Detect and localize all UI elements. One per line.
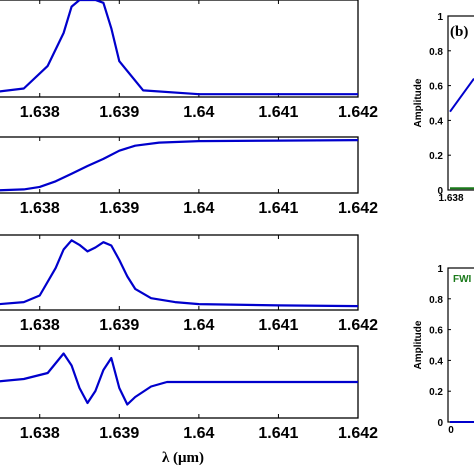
- panel-tag-b: (b): [450, 24, 468, 40]
- y-tick-label: 1: [437, 12, 443, 23]
- y-tick-label: 0.6: [429, 326, 443, 337]
- y-tick-label: 0.8: [429, 47, 443, 58]
- right-panel-2: 0 0.2 0.4 0.6 0.8 1 0 Amplitude FWI: [413, 264, 474, 436]
- right-panel-2-frame: [447, 267, 474, 423]
- x-tick-label: 1.639: [99, 425, 139, 442]
- panel-1-frame: [0, 0, 359, 98]
- x-tick-label: 1.641: [258, 104, 298, 121]
- panel-2-frame: [0, 136, 359, 194]
- right-panel-1-frame: [447, 15, 474, 191]
- x-tick-label: 1.64: [183, 317, 214, 334]
- x-tick-label: 1.64: [183, 200, 214, 217]
- y-axis-label: Amplitude: [413, 320, 424, 369]
- panel-3: 1.638 1.639 1.64 1.641 1.642: [0, 234, 378, 334]
- y-tick-label: 1: [437, 264, 443, 275]
- x-tick-label: 1.642: [338, 104, 378, 121]
- series-line: [0, 139, 359, 192]
- y-tick-label: 0.2: [429, 387, 443, 398]
- y-tick-label: 0.4: [429, 356, 443, 367]
- series-line: [0, 0, 358, 96]
- right-panel-1: 0 0.2 0.4 0.6 0.8 1 1.638 Amplitude (b): [413, 12, 474, 204]
- series-line: [449, 78, 474, 113]
- x-tick-label: 1.641: [258, 317, 298, 334]
- y-tick-label: 0.8: [429, 295, 443, 306]
- x-tick-label: 1.641: [258, 200, 298, 217]
- y-tick-label: 0.4: [429, 116, 443, 127]
- x-tick-label: 1.638: [20, 425, 60, 442]
- panel-4: 1.638 1.639 1.64 1.641 1.642: [0, 345, 378, 442]
- x-tick-label: 1.639: [99, 200, 139, 217]
- x-tick-label: 1.639: [99, 104, 139, 121]
- series-line: [0, 352, 358, 406]
- x-tick-label: 1.642: [338, 317, 378, 334]
- panel-1: 1.638 1.639 1.64 1.641 1.642: [0, 0, 378, 121]
- x-tick-label: 1.642: [338, 200, 378, 217]
- y-tick-label: 0: [437, 186, 443, 197]
- x-tick-label: 1.641: [258, 425, 298, 442]
- y-tick-label: 0: [437, 418, 443, 429]
- right-panels: 0 0.2 0.4 0.6 0.8 1 1.638 Amplitude (b) 0 0.2 0.4 0.…: [413, 12, 474, 436]
- x-tick-label: 1.639: [99, 317, 139, 334]
- panel-3-frame: [0, 234, 359, 311]
- x-tick-label: 1.64: [183, 104, 214, 121]
- y-axis-label: Amplitude: [413, 78, 424, 127]
- x-tick-label: 1.638: [438, 193, 463, 204]
- x-tick-label: 1.638: [20, 104, 60, 121]
- y-tick-label: 0.6: [429, 82, 443, 93]
- x-tick-label: 1.638: [20, 317, 60, 334]
- x-tick-label: 1.638: [20, 200, 60, 217]
- x-axis-label: λ (μm): [162, 450, 204, 466]
- x-tick-label: 0: [448, 425, 454, 436]
- series-line: [0, 239, 359, 308]
- x-tick-label: 1.64: [183, 425, 214, 442]
- y-tick-label: 0.2: [429, 151, 443, 162]
- panel-2: 1.638 1.639 1.64 1.641 1.642: [0, 136, 378, 217]
- fwhm-annotation: FWI: [453, 274, 472, 285]
- x-tick-label: 1.642: [338, 425, 378, 442]
